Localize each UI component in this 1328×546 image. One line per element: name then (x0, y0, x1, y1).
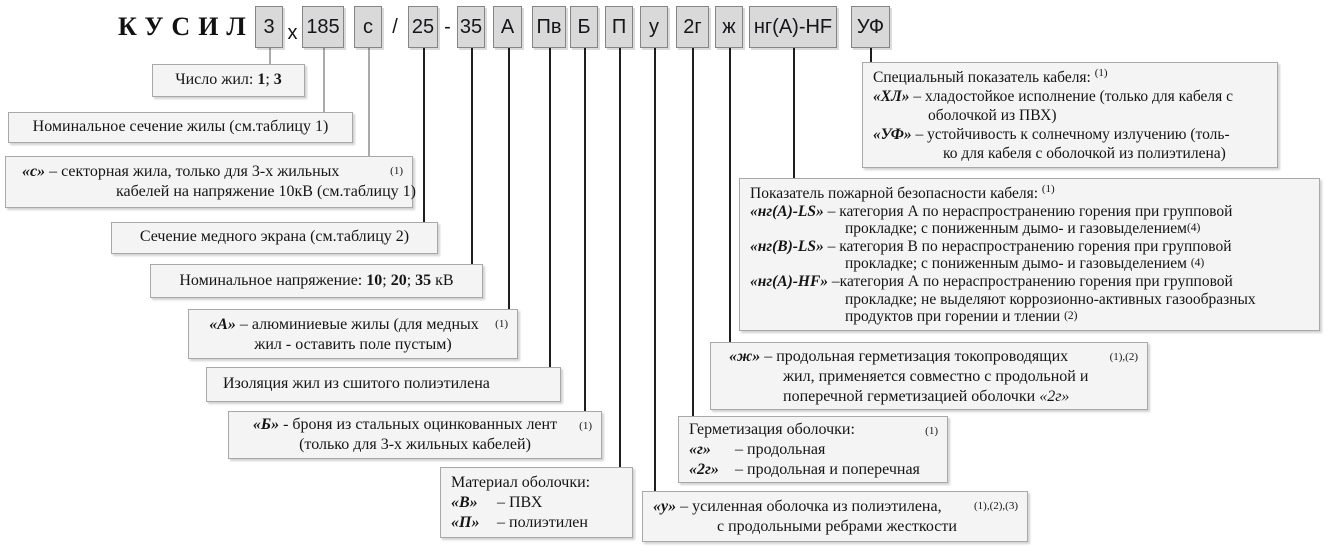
connector-line (793, 47, 795, 179)
legend-box-sheath-material: Материал оболочки: «В» – ПВХ «П» – полиэти… (440, 467, 633, 538)
legend-text: оболочкой из ПВХ) (928, 107, 1057, 124)
legend-text: Специальный показатель кабеля: (1) (873, 66, 1108, 86)
legend-text: (только для 3-х жильных кабелей) (299, 436, 531, 453)
legend-text: Номинальное напряжение: 10; 20; 35 кВ (179, 272, 454, 289)
code-box-insulation: Пв (532, 6, 566, 48)
legend-box-sheath-sealing: (1) Герметизация оболочки: «г» – продольн… (678, 416, 948, 483)
legend-text: «Б» - броня из стальных оцинкованных лен… (252, 416, 558, 433)
legend-text: «нг(А)-LS» – категория А по нераспростра… (750, 202, 1233, 220)
legend-text: «у» – усиленная оболочка из полиэтилена, (653, 498, 942, 515)
footnote-marker: (1) (579, 420, 592, 432)
connector-line (423, 47, 425, 223)
legend-text: жил - оставить поле пустым) (254, 336, 452, 353)
code-box-armor: Б (570, 6, 598, 48)
legend-box-fire-safety: Показатель пожарной безопасности кабеля:… (739, 178, 1320, 331)
legend-text: Изоляция жил из сшитого полиэтилена (223, 375, 490, 392)
code-separator-x: х (287, 22, 298, 44)
code-box-sector-core: с (354, 6, 382, 48)
code-box-reinforced-sheath: у (640, 6, 668, 48)
legend-box-nominal-voltage: Номинальное напряжение: 10; 20; 35 кВ (150, 264, 483, 298)
code-box-cores-sealing: ж (715, 6, 743, 48)
connector-line (870, 47, 872, 63)
code-separator-dash: - (444, 16, 451, 38)
legend-box-aluminum-cores: (1) «А» – алюминиевые жилы (для медных ж… (188, 309, 518, 359)
connector-line (654, 47, 656, 492)
legend-box-screen-section: Сечение медного экрана (см.таблицу 2) (111, 222, 438, 254)
legend-text: «П» – полиэтилен (451, 514, 588, 531)
connector-line (269, 47, 271, 65)
code-box-sheath-sealing: 2г (676, 6, 709, 48)
legend-text: Сечение медного экрана (см.таблицу 2) (139, 228, 410, 245)
code-box-voltage: 35 (457, 6, 485, 48)
legend-box-insulation: Изоляция жил из сшитого полиэтилена (206, 367, 561, 402)
legend-text: «нг(А)-HF» –категория А по нераспростран… (750, 272, 1233, 290)
legend-box-sector-core: (1) «с» – секторная жила, только для 3-х… (5, 156, 416, 208)
legend-box-armor: (1) «Б» - броня из стальных оцинкованных… (228, 411, 602, 459)
legend-text: Герметизация оболочки: (689, 421, 855, 438)
connector-line (323, 47, 325, 113)
legend-text: прокладке; с пониженным дымо- и газовыде… (845, 220, 1201, 238)
legend-box-cores-count: Число жил: 1; 3 (152, 64, 305, 97)
legend-text: «А» – алюминиевые жилы (для медных (209, 316, 479, 333)
legend-text: Материал оболочки: (451, 474, 591, 491)
legend-text: «УФ» – устойчивость к солнечному излучен… (873, 126, 1230, 143)
connector-line (508, 47, 510, 310)
legend-text: «с» – секторная жила, только для 3-х жил… (22, 163, 340, 180)
legend-box-cores-sealing: (1),(2) «ж» – продольная герметизация то… (710, 342, 1148, 410)
legend-text: ко для кабеля с оболочкой из полиэтилена… (943, 145, 1226, 162)
code-box-screen-section: 25 (408, 6, 438, 48)
footnote-marker: (1) (925, 425, 938, 437)
legend-text: продуктов при горении и тлении (2) (845, 308, 1078, 326)
legend-box-special-index: Специальный показатель кабеля: (1) «ХЛ» … (862, 62, 1278, 168)
legend-text: поперечной герметизацией оболочки «2г» (783, 388, 1070, 405)
footnote-marker: (1) (390, 165, 403, 177)
connector-line (368, 47, 370, 157)
legend-text: «В» – ПВХ (451, 494, 543, 511)
legend-text: «нг(В)-LS» – категория В по нераспростра… (750, 237, 1232, 255)
legend-text: «ХЛ» – хладостойкое исполнение (только д… (873, 88, 1234, 105)
legend-text: с продольными ребрами жесткости (717, 518, 957, 535)
legend-box-nominal-section: Номинальное сечение жилы (см.таблицу 1) (8, 112, 353, 143)
code-box-fire-safety: нг(А)-HF (749, 6, 837, 48)
legend-text: прокладке; с пониженным дымо- и газовыде… (845, 255, 1205, 273)
footnote-marker: (1) (495, 318, 508, 330)
legend-box-reinforced-sheath: (1),(2),(3) «у» – усиленная оболочка из … (642, 491, 1028, 542)
footnote-marker: (1),(2) (1109, 351, 1138, 363)
connector-line (549, 47, 551, 368)
connector-line (584, 47, 586, 412)
legend-text: прокладке; не выделяют коррозионно-актив… (845, 290, 1256, 308)
legend-text: Номинальное сечение жилы (см.таблицу 1) (32, 118, 329, 135)
legend-text: «2г» – продольная и поперечная (689, 461, 920, 478)
legend-text: Число жил: 1; 3 (175, 71, 282, 88)
code-box-aluminum: А (493, 6, 522, 48)
footnote-marker: (1),(2),(3) (974, 500, 1018, 512)
code-box-special: УФ (851, 6, 890, 48)
legend-text: «г» – продольная (689, 441, 826, 458)
legend-text: кабелей на напряжение 10кВ (см.таблицу 1… (116, 183, 416, 200)
legend-text: Показатель пожарной безопасности кабеля:… (750, 182, 1055, 202)
code-box-cores-count: 3 (255, 6, 283, 48)
legend-text: «ж» – продольная герметизация токопровод… (729, 348, 1069, 365)
code-separator-slash: / (392, 16, 398, 38)
code-box-section: 185 (302, 6, 344, 48)
code-box-sheath-material: П (605, 6, 633, 48)
legend-text: жил, применяется совместно с продольной … (783, 368, 1089, 385)
connector-line (692, 47, 694, 417)
brand-label: КУСИЛ (118, 12, 254, 41)
connector-line (471, 47, 473, 265)
connector-line (729, 47, 731, 343)
connector-line (619, 47, 621, 468)
